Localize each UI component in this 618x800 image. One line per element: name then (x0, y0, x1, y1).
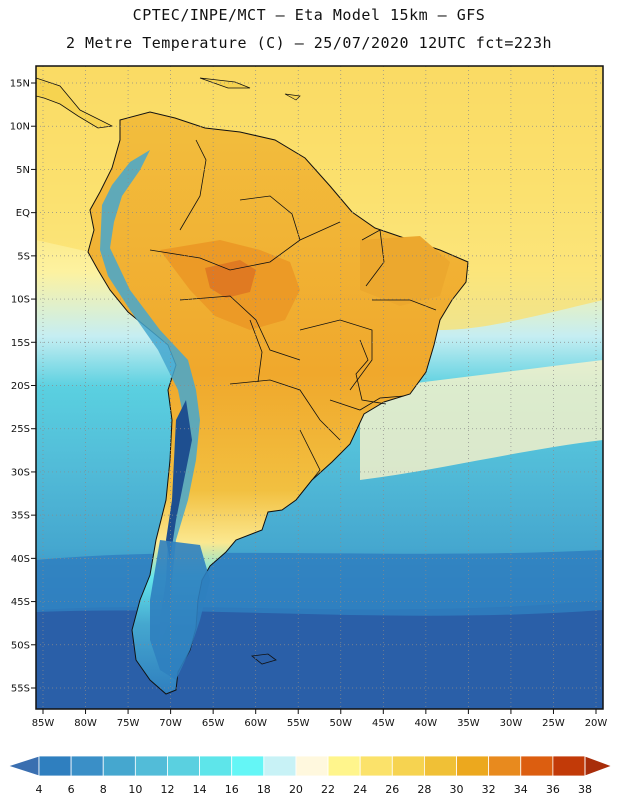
colorbar-swatch (199, 755, 233, 777)
map-title-line-1: CPTEC/INPE/MCT – Eta Model 15km – GFS (132, 6, 486, 24)
falkland-islands (251, 653, 277, 665)
colorbar-label: 36 (546, 783, 560, 796)
colorbar-label: 4 (36, 783, 43, 796)
colorbar-label: 8 (100, 783, 107, 796)
patagonia-cold (150, 540, 210, 680)
latitude-label: 15S (11, 338, 30, 349)
latitude-label: 35S (11, 511, 30, 522)
longitude-label: 70W (159, 718, 182, 729)
latitude-label: 55S (11, 684, 30, 695)
colorbar-swatch (327, 755, 361, 777)
colorbar-swatch (134, 755, 168, 777)
longitude-label: 65W (202, 718, 225, 729)
longitude-label: 85W (32, 718, 55, 729)
colorbar-label: 18 (257, 783, 271, 796)
colorbar-swatch (167, 755, 200, 777)
longitude-label: 80W (74, 718, 97, 729)
latitude-label: 5S (17, 251, 30, 262)
colorbar-swatch (102, 755, 136, 777)
colorbar-label: 30 (450, 783, 464, 796)
colorbar (6, 755, 614, 777)
latitude-label: 40S (11, 554, 30, 565)
colorbar-label: 6 (68, 783, 75, 796)
colorbar-labels: 4 6 8 10 12 14 16 18 20 22 24 26 28 30 32 34 36 38 (36, 783, 593, 796)
colorbar-swatch (38, 755, 72, 777)
latitude-label: 10S (11, 295, 30, 306)
colorbar-swatch (359, 755, 393, 777)
colorbar-low-triangle (6, 755, 40, 777)
country-borders (149, 139, 437, 501)
cool-band (36, 550, 603, 616)
longitude-label: 60W (244, 718, 267, 729)
colorbar-label: 24 (353, 783, 367, 796)
colorbar-label: 10 (128, 783, 142, 796)
hot-northeast (360, 236, 450, 306)
colorbar-swatch (456, 755, 490, 777)
colorbar-swatch (424, 755, 457, 777)
latitude-label: 45S (11, 597, 30, 608)
map-frame (35, 65, 604, 710)
longitude-labels: 85W 80W 75W 70W 65W 60W 55W 50W 45W 40W 35W 30W 25W 2… (32, 709, 608, 729)
longitude-label: 40W (415, 718, 438, 729)
andes-core (166, 400, 192, 560)
longitude-label: 30W (500, 718, 523, 729)
hottest-cells (205, 260, 256, 298)
colorbar-swatch (552, 755, 586, 777)
cold-southern-band (36, 600, 603, 709)
latitude-label: 10N (10, 122, 30, 133)
colorbar-swatch (520, 755, 554, 777)
longitude-label: 35W (457, 718, 480, 729)
colorbar-swatch (231, 755, 265, 777)
latitude-label: 15N (10, 79, 30, 90)
latitude-labels: 15N 10N 5N EQ 5S 10S 15S 20S 25S 30S 35S 40S 45S 50S 5… (10, 79, 36, 695)
latitude-label: 5N (16, 165, 30, 176)
longitude-label: 50W (329, 718, 352, 729)
longitude-label: 75W (117, 718, 140, 729)
colorbar-label: 32 (482, 783, 496, 796)
graticule (36, 66, 603, 709)
colorbar-label: 20 (289, 783, 303, 796)
latitude-label: 50S (11, 640, 30, 651)
colorbar-swatch (391, 755, 425, 777)
latitude-label: EQ (16, 208, 30, 219)
colorbar-swatch (70, 755, 104, 777)
colorbar-label: 22 (321, 783, 335, 796)
longitude-label: 55W (287, 718, 310, 729)
colorbar-label: 26 (385, 783, 399, 796)
latitude-label: 25S (11, 424, 30, 435)
map-field (36, 66, 603, 709)
longitude-label: 20W (585, 718, 608, 729)
colorbar-swatch (263, 755, 297, 777)
colorbar-label: 12 (160, 783, 174, 796)
colorbar-label: 16 (225, 783, 239, 796)
longitude-label: 45W (372, 718, 395, 729)
map-title-line-2: 2 Metre Temperature (C) – 25/07/2020 12U… (65, 34, 553, 52)
colorbar-swatch (488, 755, 522, 777)
pale-subtropical-band (360, 360, 603, 480)
colorbar-label: 38 (578, 783, 592, 796)
latitude-label: 30S (11, 467, 30, 478)
latitude-label: 20S (11, 381, 30, 392)
colorbar-label: 14 (193, 783, 207, 796)
central-america (36, 77, 114, 129)
longitude-label: 25W (542, 718, 565, 729)
colorbar-label: 34 (514, 783, 528, 796)
colorbar-swatch (295, 755, 329, 777)
colorbar-high-triangle (584, 755, 614, 777)
colorbar-label: 28 (417, 783, 431, 796)
